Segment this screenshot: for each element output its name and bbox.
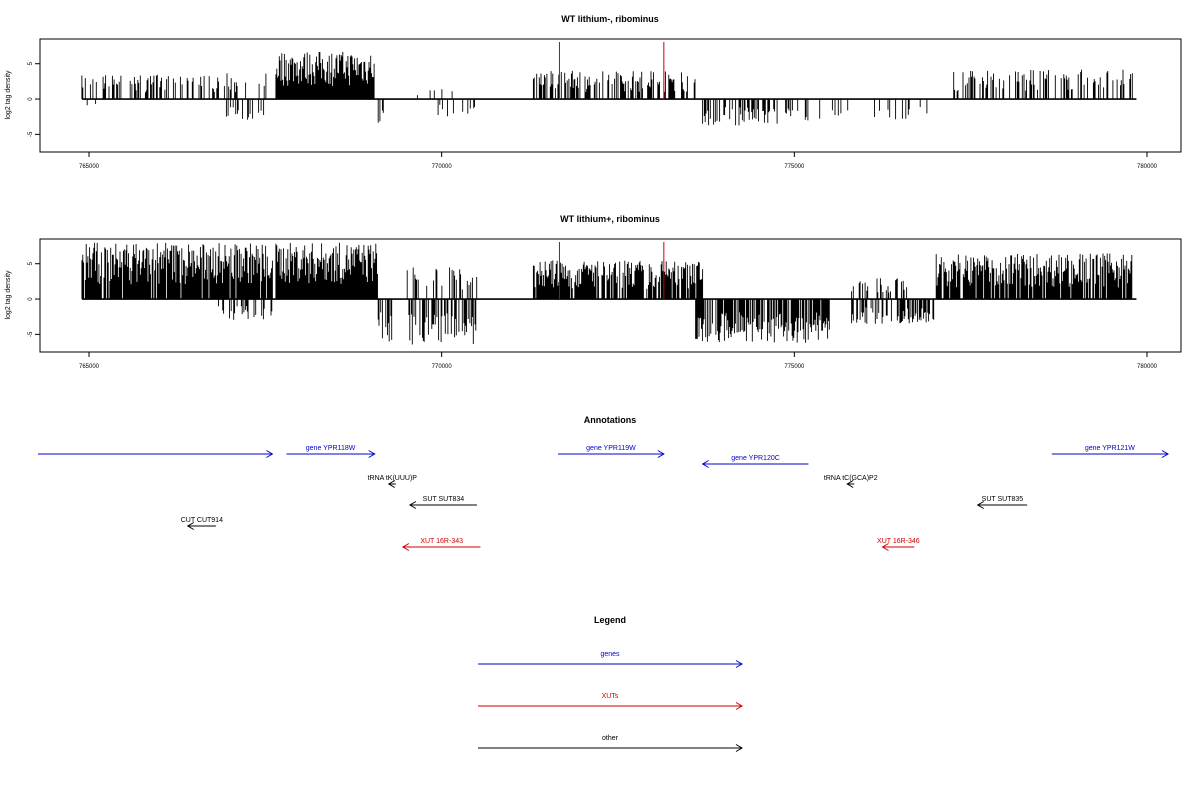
- annotation-feature: gene YPR118W: [286, 445, 376, 458]
- y-tick-label: 0: [28, 97, 34, 101]
- annotation-features: gene YPR118W gene YPR119W gene YPR120C gene…: [38, 445, 1169, 551]
- annotation-label: gene YPR118W: [306, 445, 356, 452]
- x-tick-label: 765000: [79, 164, 100, 170]
- highlight-lines: [558, 42, 665, 100]
- legend-item: other: [478, 735, 743, 752]
- legend-label: other: [602, 735, 619, 742]
- annotation-label: tRNA tC(GCA)P2: [824, 475, 878, 482]
- highlight-lines: [558, 242, 665, 300]
- annotation-label: gene YPR120C: [731, 455, 780, 462]
- track-panel-lithium-plus: WT lithium+, ribominus log2 tag density …: [5, 214, 1182, 370]
- legend-arrow-arrowhead: [735, 744, 743, 752]
- y-axis-label: log2 tag density: [5, 70, 12, 120]
- y-tick-label: 5: [28, 61, 34, 65]
- y-tick-label: 0: [28, 297, 34, 301]
- x-tick-label: 775000: [784, 164, 805, 170]
- annotation-arrow-arrowhead: [266, 450, 274, 458]
- annotation-arrow-arrowhead: [701, 460, 709, 468]
- legend-item: genes: [478, 651, 743, 668]
- annotation-label: SUT SUT834: [423, 496, 465, 503]
- signal-bars: [81, 242, 1137, 345]
- x-tick-label: 765000: [79, 364, 100, 370]
- annotation-arrow-arrowhead: [1161, 450, 1169, 458]
- annotation-feature: [38, 450, 274, 458]
- annotation-arrow-arrowhead: [387, 480, 396, 488]
- legend: Legend genes XUTs other: [478, 615, 743, 752]
- annotation-arrow-arrowhead: [401, 543, 410, 551]
- annotation-label: CUT CUT914: [181, 517, 223, 524]
- annotations-title: Annotations: [584, 415, 637, 425]
- y-axis: -5 0 5: [28, 261, 41, 337]
- annotation-label: XUT 16R-343: [420, 538, 463, 545]
- annotation-feature: gene YPR121W: [1051, 445, 1169, 458]
- annotation-arrow-arrowhead: [976, 501, 984, 509]
- signal-density-bars: [81, 51, 1133, 126]
- panel-title: WT lithium-, ribominus: [561, 14, 659, 24]
- x-tick-label: 775000: [784, 364, 805, 370]
- x-tick-label: 780000: [1137, 364, 1158, 370]
- annotation-label: tRNA tK(UUU)P: [368, 475, 418, 482]
- annotation-feature: XUT 16R-346: [877, 538, 920, 551]
- annotation-arrow-arrowhead: [657, 450, 665, 458]
- x-axis: 765000 770000 775000 780000: [79, 351, 1158, 370]
- annotation-feature: CUT CUT914: [181, 517, 223, 530]
- signal-density-bars: [81, 242, 1133, 345]
- annotations-track: Annotations gene YPR118W gene YPR119Wgene…: [38, 415, 1169, 551]
- legend-title: Legend: [594, 615, 626, 625]
- annotation-label: gene YPR119W: [586, 445, 636, 452]
- signal-bars: [81, 51, 1137, 126]
- annotation-arrow-arrowhead: [368, 450, 376, 458]
- legend-arrow-arrowhead: [735, 702, 743, 710]
- legend-label: XUTs: [602, 693, 619, 700]
- annotation-label: SUT SUT835: [982, 496, 1024, 503]
- x-axis: 765000 770000 775000 780000: [79, 151, 1158, 170]
- annotation-feature: tRNA tK(UUU)P: [368, 475, 418, 488]
- annotation-feature: tRNA tC(GCA)P2: [824, 475, 878, 488]
- legend-label: genes: [600, 651, 620, 658]
- annotation-arrow-arrowhead: [881, 543, 889, 551]
- y-tick-label: -5: [28, 131, 34, 137]
- annotation-feature: SUT SUT835: [976, 496, 1028, 509]
- y-axis: -5 0 5: [28, 61, 41, 137]
- legend-arrow-arrowhead: [735, 660, 743, 668]
- annotation-feature: XUT 16R-343: [401, 538, 481, 551]
- x-tick-label: 780000: [1137, 164, 1158, 170]
- annotation-arrow-arrowhead: [186, 522, 194, 530]
- y-axis-label: log2 tag density: [5, 270, 12, 320]
- panel-title: WT lithium+, ribominus: [560, 214, 660, 224]
- y-tick-label: 5: [28, 261, 34, 265]
- legend-items: genes XUTs other: [478, 651, 743, 752]
- annotation-arrow-arrowhead: [408, 501, 417, 509]
- x-tick-label: 770000: [432, 164, 453, 170]
- x-tick-label: 770000: [432, 364, 453, 370]
- annotation-label: XUT 16R-346: [877, 538, 920, 545]
- track-panel-lithium-minus: WT lithium-, ribominus log2 tag density …: [5, 14, 1182, 170]
- annotation-feature: SUT SUT834: [408, 496, 477, 509]
- annotation-feature: gene YPR120C: [701, 455, 809, 468]
- y-tick-label: -5: [28, 331, 34, 337]
- annotation-feature: gene YPR119W: [558, 445, 665, 458]
- annotation-label: gene YPR121W: [1085, 445, 1135, 452]
- annotation-arrow-arrowhead: [846, 480, 854, 488]
- legend-item: XUTs: [478, 693, 743, 710]
